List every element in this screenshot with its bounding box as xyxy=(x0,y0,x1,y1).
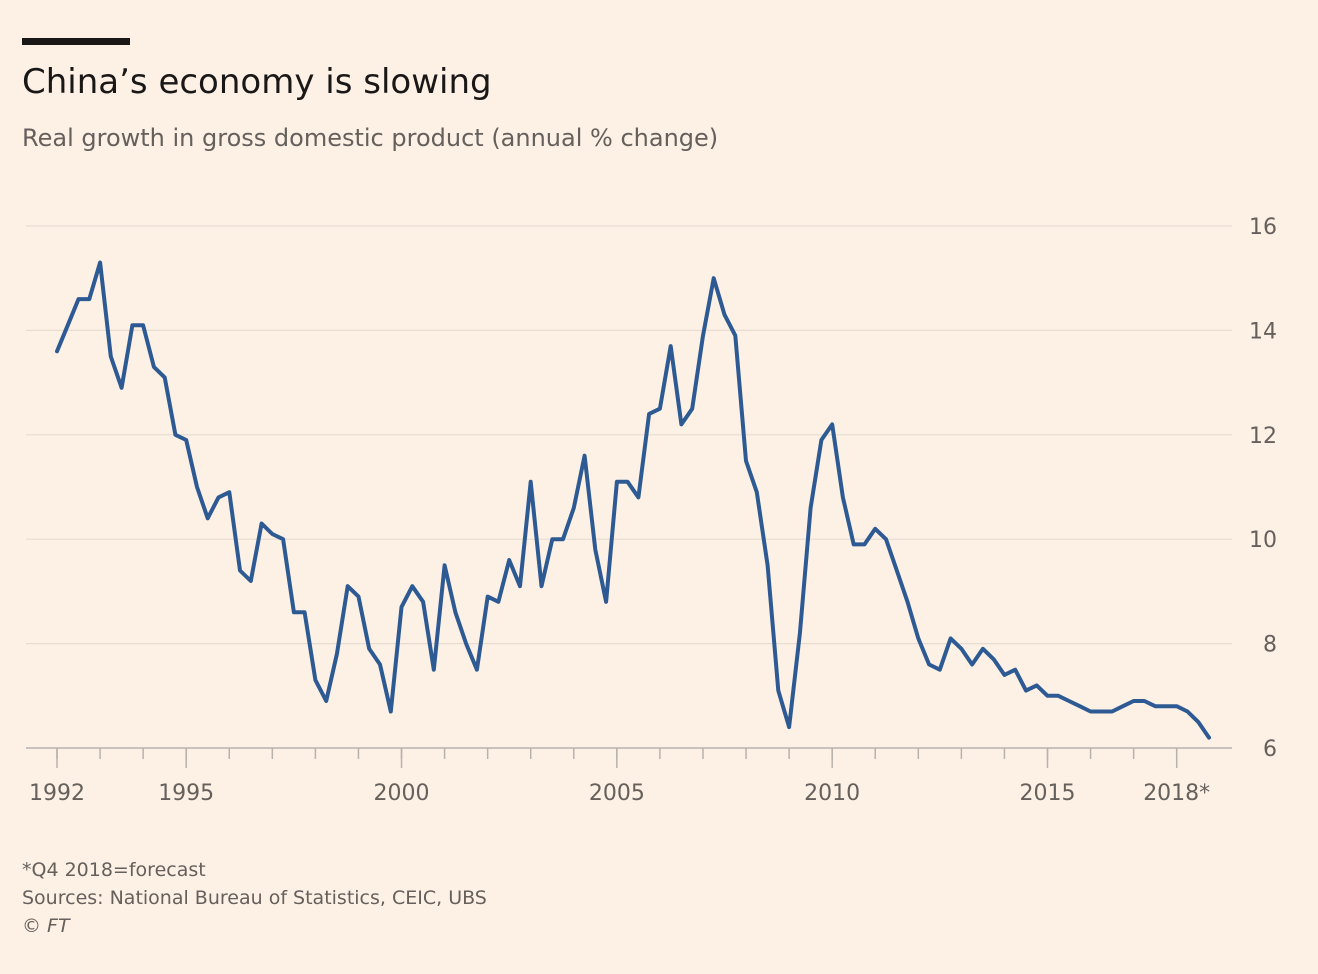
y-tick-label: 14 xyxy=(1249,319,1277,344)
y-tick-label: 16 xyxy=(1249,215,1277,240)
x-tick-label: 1995 xyxy=(158,781,214,806)
x-tick-label: 2005 xyxy=(589,781,645,806)
chart-footer: *Q4 2018=forecast Sources: National Bure… xyxy=(22,856,487,940)
x-tick-label: 2000 xyxy=(374,781,430,806)
x-tick-label: 2018* xyxy=(1143,781,1210,806)
y-tick-label: 6 xyxy=(1263,737,1277,762)
line-chart: 6 8 10 12 14 16 1992 1995 2000 2005 2010 2015 2018* xyxy=(26,215,1277,806)
chart-subtitle: Real growth in gross domestic product (a… xyxy=(22,124,719,152)
y-tick-label: 12 xyxy=(1249,424,1277,449)
sources-note: Sources: National Bureau of Statistics, … xyxy=(22,887,487,909)
x-tick-label: 2010 xyxy=(804,781,860,806)
y-tick-label: 8 xyxy=(1263,633,1277,658)
x-tick-label: 2015 xyxy=(1020,781,1076,806)
forecast-note: *Q4 2018=forecast xyxy=(22,859,206,881)
chart-title: China’s economy is slowing xyxy=(22,62,492,102)
copyright-credit: © FT xyxy=(22,915,70,937)
y-tick-label: 10 xyxy=(1249,528,1277,553)
x-tick-label: 1992 xyxy=(29,781,85,806)
title-rule xyxy=(22,38,130,45)
gdp-growth-line xyxy=(55,260,1211,740)
